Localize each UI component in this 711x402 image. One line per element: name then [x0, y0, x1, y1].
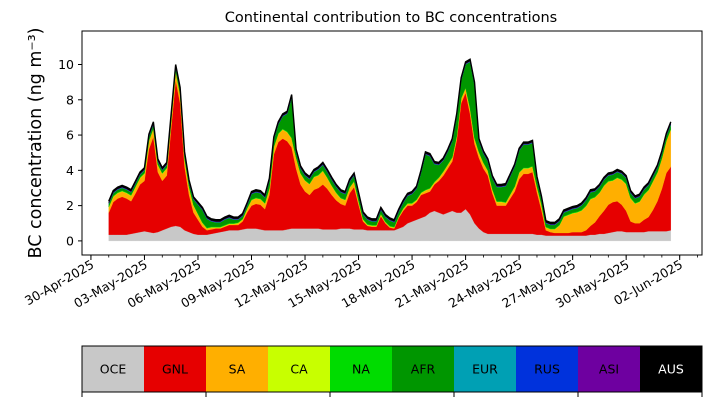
- y-tick-label: 8: [66, 92, 74, 107]
- area-sa: [108, 71, 671, 234]
- legend-swatch-asi: [578, 346, 640, 392]
- legend-label-afr: AFR: [411, 362, 436, 377]
- legend-label-ca: CA: [290, 362, 308, 377]
- legend-colorbar: OCE GNL SA CA NA AFR EUR RUS ASI AUS: [81, 345, 703, 397]
- y-tick-label: 2: [66, 198, 74, 213]
- legend-label-oce: OCE: [100, 362, 127, 377]
- legend-label-rus: RUS: [534, 362, 560, 377]
- axes: 024681030-Apr-202503-May-202506-May-2025…: [22, 30, 703, 311]
- y-axis-label: BC concentration (ng m⁻³): [26, 28, 46, 259]
- total-outline: [108, 58, 672, 224]
- legend-label-eur: EUR: [472, 362, 498, 377]
- legend-label-asi: ASI: [599, 362, 619, 377]
- chart-title: Continental contribution to BC concentra…: [225, 10, 557, 26]
- legend-swatch-na: [330, 346, 392, 392]
- legend-swatch-afr: [392, 346, 454, 392]
- y-tick-label: 6: [66, 128, 74, 143]
- legend-swatch-rus: [516, 346, 578, 392]
- legend-swatch-sa: [206, 346, 268, 392]
- y-tick-label: 4: [66, 163, 74, 178]
- y-tick-label: 10: [58, 57, 74, 72]
- plot-area: [108, 58, 672, 242]
- legend-swatch-aus: [640, 346, 702, 392]
- legend-label-sa: SA: [229, 362, 246, 377]
- legend-swatch-oce: [82, 346, 144, 392]
- legend-swatch-eur: [454, 346, 516, 392]
- legend-label-gnl: GNL: [162, 362, 188, 377]
- y-tick-label: 0: [66, 233, 74, 248]
- legend-frame: [81, 345, 703, 393]
- legend-label-aus: AUS: [658, 362, 684, 377]
- legend-swatch-ca: [268, 346, 330, 392]
- plot-frame: [81, 30, 703, 256]
- legend-label-na: NA: [352, 362, 370, 377]
- legend-swatch-gnl: [144, 346, 206, 392]
